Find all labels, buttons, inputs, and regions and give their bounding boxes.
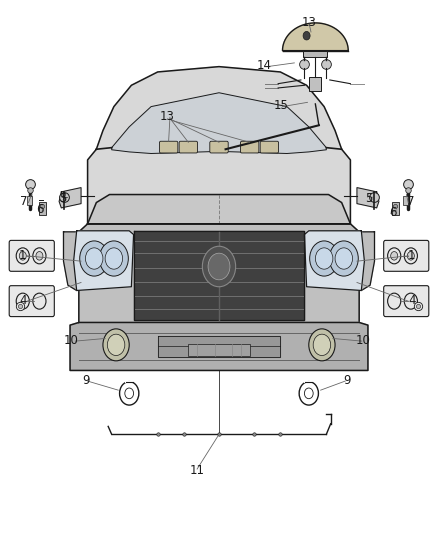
Polygon shape bbox=[134, 231, 304, 320]
Polygon shape bbox=[70, 322, 368, 370]
Polygon shape bbox=[350, 232, 374, 290]
Text: 1: 1 bbox=[19, 249, 27, 262]
FancyBboxPatch shape bbox=[260, 141, 279, 153]
Circle shape bbox=[309, 329, 335, 361]
Polygon shape bbox=[79, 224, 359, 341]
Text: 4: 4 bbox=[19, 294, 27, 306]
Text: 7: 7 bbox=[20, 195, 28, 208]
Circle shape bbox=[107, 334, 125, 356]
Circle shape bbox=[36, 252, 43, 260]
Text: 1: 1 bbox=[408, 249, 416, 262]
Text: 5: 5 bbox=[59, 192, 66, 205]
Circle shape bbox=[202, 246, 236, 287]
FancyBboxPatch shape bbox=[159, 141, 178, 153]
Text: 15: 15 bbox=[274, 99, 289, 111]
Circle shape bbox=[313, 334, 331, 356]
FancyBboxPatch shape bbox=[384, 240, 429, 271]
Text: 14: 14 bbox=[257, 59, 272, 72]
Polygon shape bbox=[112, 93, 326, 154]
FancyBboxPatch shape bbox=[9, 240, 54, 271]
Polygon shape bbox=[59, 188, 81, 208]
Bar bbox=[392, 202, 399, 215]
Polygon shape bbox=[283, 23, 348, 51]
Text: 5: 5 bbox=[366, 192, 373, 205]
Polygon shape bbox=[88, 195, 350, 224]
Bar bbox=[309, 77, 321, 91]
Bar bbox=[39, 202, 46, 215]
Circle shape bbox=[315, 248, 333, 269]
Circle shape bbox=[19, 252, 26, 260]
Text: 13: 13 bbox=[301, 16, 316, 29]
Polygon shape bbox=[304, 231, 364, 290]
Circle shape bbox=[99, 241, 128, 276]
Circle shape bbox=[329, 241, 358, 276]
FancyBboxPatch shape bbox=[9, 286, 54, 317]
Text: 9: 9 bbox=[82, 374, 90, 386]
Text: 10: 10 bbox=[64, 334, 79, 346]
Text: 6: 6 bbox=[36, 203, 44, 216]
Text: 4: 4 bbox=[408, 294, 416, 306]
Circle shape bbox=[335, 248, 353, 269]
Polygon shape bbox=[88, 67, 350, 224]
Circle shape bbox=[103, 329, 129, 361]
Polygon shape bbox=[74, 231, 134, 290]
Polygon shape bbox=[64, 232, 88, 290]
Circle shape bbox=[303, 31, 310, 40]
Text: 6: 6 bbox=[389, 206, 397, 219]
Polygon shape bbox=[158, 336, 280, 357]
Circle shape bbox=[85, 248, 103, 269]
Circle shape bbox=[105, 248, 123, 269]
FancyBboxPatch shape bbox=[240, 141, 259, 153]
Text: 10: 10 bbox=[356, 334, 371, 346]
Text: 11: 11 bbox=[190, 464, 205, 477]
Text: 13: 13 bbox=[160, 110, 175, 123]
Polygon shape bbox=[357, 188, 379, 208]
Bar bbox=[303, 51, 328, 57]
FancyBboxPatch shape bbox=[179, 141, 198, 153]
Bar bbox=[403, 196, 408, 205]
Circle shape bbox=[407, 252, 414, 260]
Circle shape bbox=[391, 252, 398, 260]
Circle shape bbox=[80, 241, 109, 276]
Circle shape bbox=[208, 253, 230, 280]
FancyBboxPatch shape bbox=[210, 141, 228, 153]
FancyBboxPatch shape bbox=[384, 286, 429, 317]
Text: 9: 9 bbox=[343, 374, 351, 386]
Bar bbox=[188, 344, 250, 356]
Bar bbox=[27, 196, 32, 205]
Circle shape bbox=[310, 241, 339, 276]
Text: 7: 7 bbox=[407, 195, 415, 208]
